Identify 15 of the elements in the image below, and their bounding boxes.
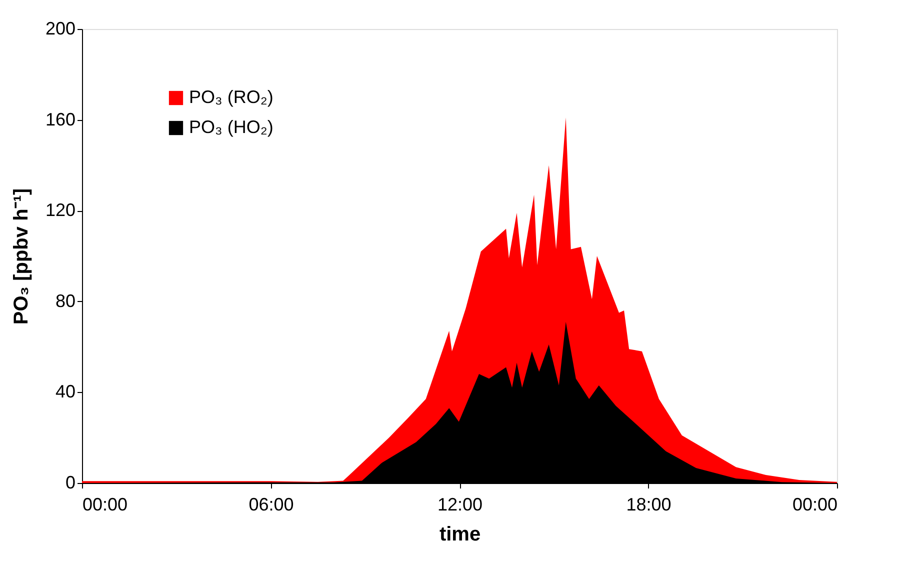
legend-label: PO₃ (HO₂) bbox=[189, 117, 274, 137]
y-tick-label: 200 bbox=[45, 18, 76, 38]
y-tick-label: 160 bbox=[45, 109, 76, 130]
y-tick-label: 80 bbox=[55, 290, 76, 311]
x-tick-label: 00:00 bbox=[792, 494, 838, 514]
y-tick-label: 40 bbox=[55, 382, 76, 402]
y-axis-title: PO₃ [ppbv h⁻¹] bbox=[10, 188, 32, 325]
y-tick-label: 120 bbox=[45, 200, 76, 220]
x-tick-label: 00:00 bbox=[82, 494, 128, 514]
x-tick-label: 06:00 bbox=[248, 494, 294, 514]
x-axis-title: time bbox=[439, 524, 481, 546]
legend-label: PO₃ (RO₂) bbox=[189, 87, 274, 107]
x-tick-label: 12:00 bbox=[437, 494, 483, 514]
x-tick-label: 18:00 bbox=[626, 494, 672, 514]
y-tick-label: 0 bbox=[65, 472, 76, 492]
